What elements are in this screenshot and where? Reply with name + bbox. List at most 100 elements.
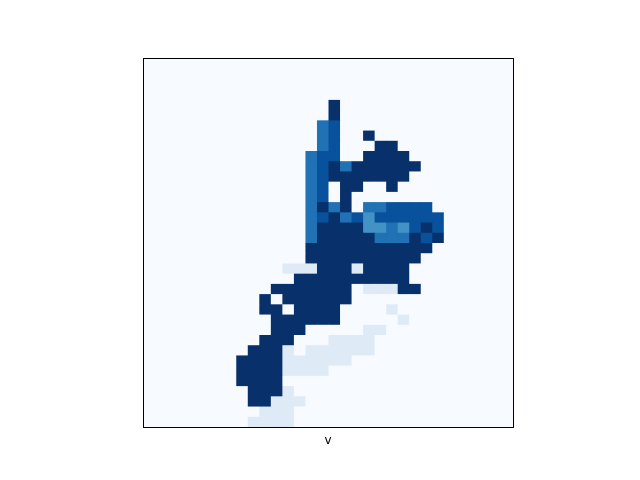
heatmap-cell [224,396,237,408]
heatmap-cell [455,110,468,121]
heatmap-cell [478,416,491,428]
heatmap-cell [144,120,157,132]
heatmap-cell [340,171,353,183]
heatmap-cell [501,263,514,275]
heatmap-cell [363,416,376,428]
heatmap-cell [386,396,399,408]
heatmap-cell [374,89,387,101]
heatmap-cell [501,89,514,101]
heatmap-cell [144,232,157,244]
heatmap-cell [224,110,237,121]
heatmap-cell [270,232,283,244]
heatmap-cell [316,110,330,121]
heatmap-cell [155,212,168,224]
heatmap-cell [236,212,249,224]
heatmap-cell [224,212,237,224]
heatmap-cell [282,273,295,285]
heatmap-cell [351,202,364,213]
heatmap-cell [167,365,180,377]
heatmap-cell [397,294,410,305]
heatmap-cell [420,386,433,397]
heatmap-cell [259,243,272,254]
heatmap-cell [397,396,410,408]
heatmap-cell [340,335,353,346]
heatmap-cell [351,79,364,91]
heatmap-cell [190,355,203,367]
heatmap-cell [455,222,468,234]
heatmap-cell [363,89,376,101]
heatmap-cell [305,69,318,81]
heatmap-cell [501,304,514,316]
heatmap-cell [340,314,353,326]
heatmap-cell [259,232,272,244]
heatmap-cell [305,151,318,162]
heatmap-cell [178,243,191,254]
heatmap-cell [501,406,514,418]
heatmap-cell [443,273,456,285]
heatmap-cell [478,140,491,152]
heatmap-cell [466,365,480,377]
heatmap-cell [443,396,456,408]
heatmap-cell [236,345,249,357]
heatmap-cell [155,171,168,183]
heatmap-cell [328,191,341,203]
heatmap-cell [489,314,503,326]
heatmap-cell [190,416,203,428]
heatmap-cell [432,283,445,295]
heatmap-cell [455,314,468,326]
heatmap-cell [155,181,168,193]
heatmap-cell [328,406,341,418]
heatmap-cell [282,191,295,203]
heatmap-cell [455,212,468,224]
heatmap-cell [224,386,237,397]
heatmap-cell [432,304,445,316]
heatmap-cell [420,130,433,142]
heatmap-cell [351,243,364,254]
heatmap-cell [178,79,191,91]
heatmap-cell [167,304,180,316]
heatmap-cell [432,89,445,101]
heatmap-cell [144,365,157,377]
heatmap-cell [213,69,226,81]
heatmap-cell [351,273,364,285]
heatmap-cell [420,273,433,285]
heatmap-cell [432,130,445,142]
heatmap-cell [489,232,503,244]
heatmap-cell [259,191,272,203]
heatmap-cell [397,263,410,275]
heatmap-cell [363,273,376,285]
heatmap-cell [270,59,283,70]
heatmap-cell [155,202,168,213]
heatmap-cell [478,212,491,224]
heatmap-cell [501,181,514,193]
heatmap-cell [247,263,260,275]
heatmap-cell [259,181,272,193]
heatmap-cell [305,283,318,295]
heatmap-cell [409,355,422,367]
heatmap-cell [443,375,456,387]
heatmap-cell [316,59,330,70]
heatmap-cell [316,253,330,265]
heatmap-cell [213,294,226,305]
heatmap-cell [489,191,503,203]
heatmap-cell [420,263,433,275]
heatmap-cell [316,140,330,152]
heatmap-cell [466,89,480,101]
heatmap-cell [397,365,410,377]
heatmap-cell [247,345,260,357]
heatmap-cell [305,181,318,193]
heatmap-cell [328,273,341,285]
heatmap-cell [420,406,433,418]
heatmap-cell [190,191,203,203]
heatmap-cell [270,120,283,132]
heatmap-cell [236,191,249,203]
heatmap-cell [443,243,456,254]
heatmap-cell [178,99,191,111]
heatmap-cell [270,273,283,285]
heatmap-cell [455,232,468,244]
heatmap-cell [432,406,445,418]
heatmap-cell [282,69,295,81]
heatmap-cell [293,396,307,408]
heatmap-cell [340,294,353,305]
